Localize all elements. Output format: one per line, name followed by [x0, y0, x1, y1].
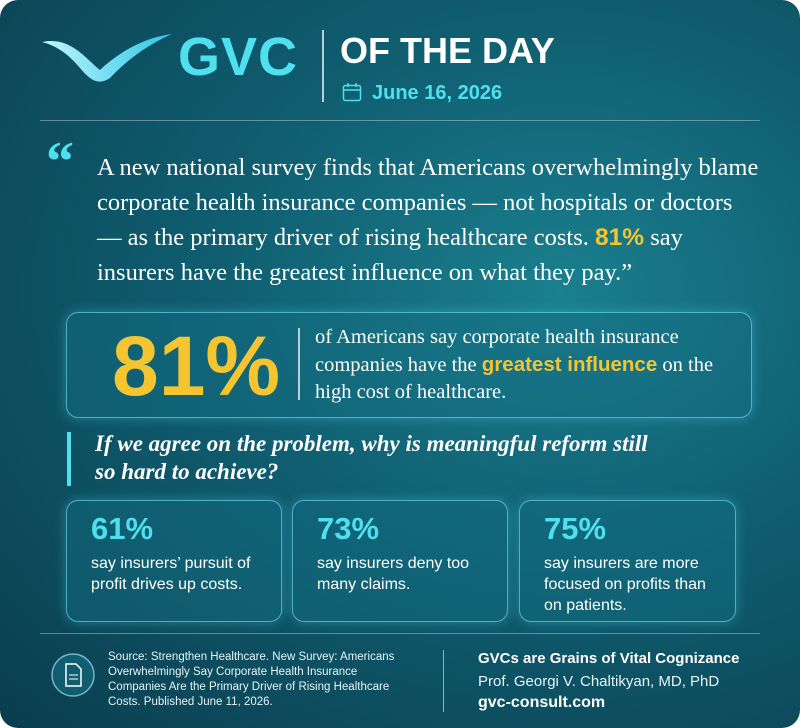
separator: [40, 120, 760, 121]
brand: GVC: [178, 27, 299, 87]
key-stat-value: 81%: [112, 319, 281, 413]
author: Prof. Georgi V. Chaltikyan, MD, PhD: [478, 673, 720, 690]
stat-card: 61% say insurers’ pursuit of profit driv…: [66, 500, 282, 622]
stat-card: 73% say insurers deny too many claims.: [292, 500, 508, 622]
divider: [443, 650, 444, 712]
stat-card: 75% say insurers are more focused on pro…: [519, 500, 736, 622]
stat-value: 61%: [91, 511, 154, 546]
key-stat-text: of Americans say corporate health insura…: [315, 324, 725, 406]
quote: A new national survey finds that America…: [97, 150, 762, 290]
stat-label: say insurers are more focused on profits…: [544, 555, 706, 614]
quote-text: A new national survey finds that America…: [97, 154, 759, 251]
separator: [40, 633, 760, 634]
divider: [322, 30, 324, 102]
question-bar: [67, 432, 71, 486]
key-stat-highlight: greatest influence: [481, 353, 658, 376]
stat-value: 73%: [317, 511, 380, 546]
stat-value: 75%: [544, 511, 607, 546]
document-icon: [51, 653, 95, 697]
logo-wave: [42, 34, 172, 82]
title: OF THE DAY: [340, 30, 555, 71]
date: June 16, 2026: [372, 82, 503, 104]
website: gvc-consult.com: [478, 694, 606, 711]
key-stat-box: [66, 312, 752, 418]
stat-label: say insurers deny too many claims.: [317, 555, 470, 593]
question: If we agree on the problem, why is meani…: [95, 431, 648, 484]
stat-label: say insurers’ pursuit of profit drives u…: [91, 555, 251, 593]
calendar-icon: [342, 83, 362, 102]
divider: [298, 328, 300, 400]
quote-mark: “: [46, 131, 74, 193]
source: Source: Strengthen Healthcare. New Surve…: [108, 651, 395, 708]
quote-highlight: 81%: [595, 224, 645, 251]
tagline: GVCs are Grains of Vital Cognizance: [478, 650, 740, 667]
key-stat-text-before: of Americans say corporate health insura…: [315, 326, 679, 376]
key-stat-text-after: on the high cost of healthcare.: [315, 354, 714, 403]
quote-text-end: say insurers have the greatest influence…: [97, 224, 683, 286]
